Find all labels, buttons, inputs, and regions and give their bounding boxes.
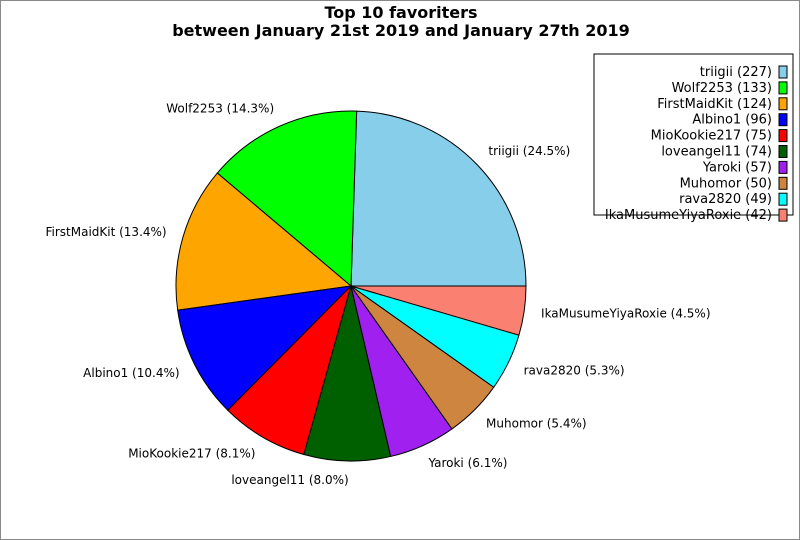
slice-label: rava2820 (5.3%) (524, 364, 625, 378)
slice-label: Wolf2253 (14.3%) (166, 102, 274, 116)
pie-slice-miokookie217 (227, 284, 353, 456)
legend-label: Muhomor (50) (680, 176, 772, 191)
legend-swatch (778, 160, 788, 174)
legend-swatch (778, 97, 788, 111)
slice-label: triigii (24.5%) (488, 144, 570, 158)
slice-label: Albino1 (10.4%) (83, 366, 179, 380)
legend-swatch (778, 81, 788, 95)
legend-swatch (778, 145, 788, 158)
pie-slice-triigii (350, 110, 527, 287)
pie-slice-wolf2253 (216, 110, 358, 288)
slice-label: IkaMusumeYiyaRoxie (4.5%) (541, 307, 710, 321)
legend-swatch (778, 113, 788, 127)
legend-swatch (778, 65, 788, 79)
slice-label: loveangel11 (8.0%) (231, 473, 348, 487)
legend-label: MioKookie217 (75) (651, 129, 772, 144)
pie-slice-albino1 (177, 285, 353, 411)
legend-box (593, 53, 794, 216)
legend-label: Yaroki (57) (702, 160, 772, 175)
legend-label: rava2820 (49) (679, 192, 772, 207)
slice-label: MioKookie217 (8.1%) (128, 447, 255, 461)
legend-swatch (778, 176, 788, 190)
legend-label: FirstMaidKit (124) (657, 97, 772, 112)
pie-slice-ikamusumeyiyaroxie (350, 285, 527, 336)
legend-swatch (778, 208, 788, 222)
chart-title: Top 10 favoriters (324, 3, 477, 22)
legend-label: loveangel11 (74) (661, 145, 772, 160)
legend-label: Wolf2253 (133) (672, 81, 772, 96)
legend-label: triigii (227) (700, 65, 772, 80)
pie-slice-firstmaidkit (175, 172, 353, 311)
legend-swatch (778, 129, 788, 143)
slice-label: Muhomor (5.4%) (486, 416, 587, 430)
legend-label: Albino1 (96) (692, 113, 772, 128)
slice-label: FirstMaidKit (13.4%) (45, 225, 166, 239)
legend-label: IkaMusumeYiyaRoxie (42) (605, 208, 772, 223)
legend-swatch (778, 192, 788, 206)
chart-subtitle: between January 21st 2019 and January 27… (172, 21, 630, 40)
slice-label: Yaroki (6.1%) (427, 456, 507, 470)
